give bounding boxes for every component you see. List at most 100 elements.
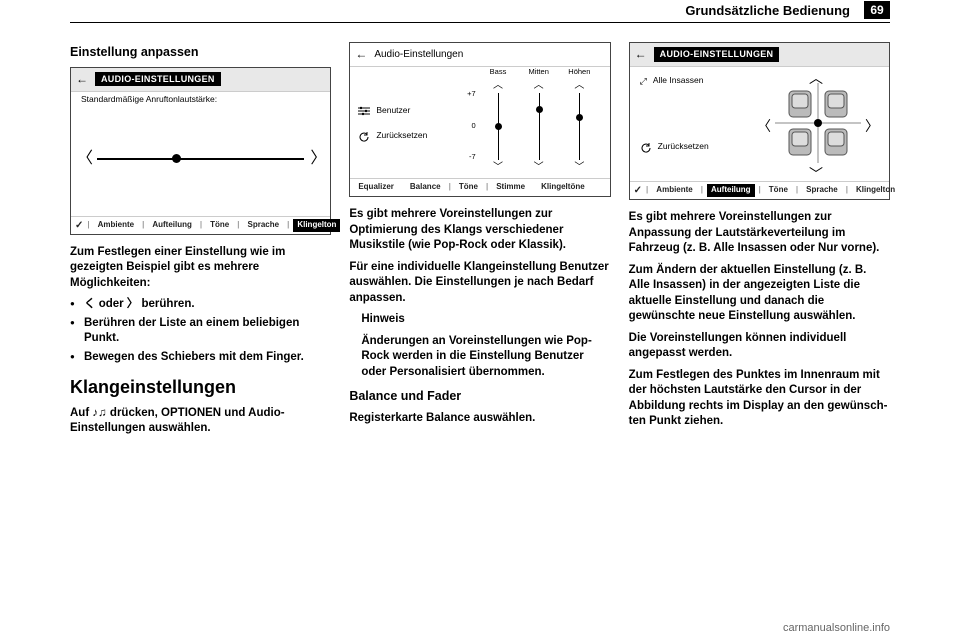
ss3-title: AUDIO-EINSTELLUNGEN [654,47,780,61]
ss2-body: Benutzer Zurücksetzen +7 0 [356,69,603,174]
note-heading: Hinweis [349,312,610,328]
tab-klingelton: Klingelton [293,219,340,232]
eq-grid: +7 0 -7 Bass︿﹀Mitten︿﹀Höhen︿﹀ [460,69,600,174]
heading-sound: Klangeinstellungen [70,375,331,399]
chevron-right-icon: 〉 [865,117,879,136]
check-icon: ✓ [634,184,642,198]
eq-col-label: Bass [478,67,519,77]
ss2-topbar: ← Audio-Einstellungen [350,43,609,67]
chevron-down-icon: ﹀ [559,161,600,175]
tab-equalizer: Equalizer [354,182,398,193]
col2-p2: Für eine individuelle Klangeinstellung B… [349,260,610,307]
back-arrow-icon: ← [75,72,89,86]
tab-aufteilung3: Aufteilung [707,184,755,197]
eq-columns: Bass︿﹀Mitten︿﹀Höhen︿﹀ [478,69,600,174]
eq-axis: +7 0 -7 [460,69,478,174]
ss3-topbar: ← AUDIO-EINSTELLUNGEN [630,43,889,67]
ss2-left-list: Benutzer Zurücksetzen [358,105,427,156]
eq-knob [495,123,502,130]
tab-aufteilung: Aufteilung [148,220,196,231]
preset-all-label: Alle Insassen [653,75,704,86]
ss3-bottombar: ✓ | Ambiente | Aufteilung | Töne | Sprac… [630,181,889,199]
tab-balance: Balance [406,182,445,193]
column-2: ← Audio-Einstellungen Benutzer [349,36,610,602]
reset-icon [640,142,652,152]
preset-user: Benutzer [358,105,427,116]
sliders-icon [358,106,370,116]
col1-list: く oder 〉 berühren. Berühren der Liste an… [70,297,331,365]
preset-user-label: Benutzer [376,105,410,116]
volume-slider: 〈 〉 [77,148,324,170]
chevron-up-icon: ︿ [559,79,600,93]
preset-reset3-label: Zurücksetzen [658,141,709,152]
slider-knob [172,154,181,163]
column-3: ← AUDIO-EINSTELLUNGEN ⤢ Alle Insassen [629,36,890,602]
preset-reset-label: Zurücksetzen [376,130,427,141]
eq-knob [576,114,583,121]
tab-sprache: Sprache [244,220,284,231]
eq-track [579,93,580,160]
col1-p1: Zum Festlegen einer Einstellung wie im g… [70,245,331,292]
column-1: Einstellung anpassen ← AUDIO-EINSTELLUNG… [70,36,331,602]
col2-p1: Es gibt mehrere Voreinstellungen zur Opt… [349,207,610,254]
chevron-up-icon: ︿ [478,79,519,93]
eq-col: Mitten ︿ ﹀ [518,69,559,174]
expand-icon: ⤢ [640,75,647,87]
ss1-title: AUDIO-EINSTELLUNGEN [95,72,221,86]
tab-sprache3: Sprache [802,185,842,196]
tab-klingeltoene: Klingeltöne [537,182,589,193]
reset-icon [358,131,370,141]
col3-p2: Zum Ändern der aktuellen Einstellung (z.… [629,263,890,325]
ss1-body: Standardmäßige Anruftonlautstärke: 〈 〉 [77,94,324,212]
col3-p1: Es gibt mehrere Voreinstellungen zur Anp… [629,210,890,257]
page-number: 69 [864,1,890,19]
slider-track [97,158,304,160]
chevron-left-icon: 〈 [757,117,771,136]
eq-col: Bass ︿ ﹀ [478,69,519,174]
eq-track [539,93,540,160]
col1-li3: Bewegen des Schiebers mit dem Finger. [84,350,331,366]
axis-mid: 0 [471,121,475,131]
eq-knob [536,106,543,113]
chevron-right-icon: 〉 [310,148,324,170]
screenshot-audio-settings-1: ← AUDIO-EINSTELLUNGEN Standardmäßige Anr… [70,67,331,235]
eq-col-label: Mitten [518,67,559,77]
col3-p4: Zum Festlegen des Punktes im Innenraum m… [629,368,890,430]
preset-reset3: Zurücksetzen [640,141,709,152]
tab-toene: Töne [206,220,233,231]
back-arrow-icon: ← [354,48,368,62]
tab-stimme: Stimme [492,182,529,193]
preset-all-passengers: ⤢ Alle Insassen [640,75,709,87]
col1-li1: く oder 〉 berühren. [84,297,331,313]
col3-p3: Die Voreinstellungen können indivi­duell… [629,331,890,362]
ss1-topbar: ← AUDIO-EINSTELLUNGEN [71,68,330,92]
col1-li2: Berühren der Liste an einem beliebigen P… [84,316,331,347]
chevron-down-icon: ﹀ [518,161,559,175]
footer-url: carmanualsonline.info [783,622,890,634]
col1-p2: Auf ♪♫ drücken, OPTIONEN und Audio-Einst… [70,406,331,437]
screenshot-equalizer: ← Audio-Einstellungen Benutzer [349,42,610,197]
axis-bot: -7 [469,152,476,162]
ss3-body: ⤢ Alle Insassen Zurücksetzen ︿ ﹀ 〈 [636,69,883,177]
axis-top: +7 [467,89,476,99]
eq-col-label: Höhen [559,67,600,77]
check-icon: ✓ [75,219,83,233]
columns: Einstellung anpassen ← AUDIO-EINSTELLUNG… [70,36,890,602]
tab-toene2: Töne [455,182,482,193]
chevron-down-icon: ﹀ [478,161,519,175]
back-arrow-icon: ← [634,48,648,62]
ss1-subtitle: Standardmäßige Anruftonlautstärke: [81,94,217,105]
eq-col: Höhen ︿ ﹀ [559,69,600,174]
page-header: Grundsätzliche Bedienung 69 [70,0,890,20]
tab-klingelton3: Klingelton [852,185,899,196]
col2-p3: Registerkarte Balance auswählen. [349,411,610,427]
screenshot-balance: ← AUDIO-EINSTELLUNGEN ⤢ Alle Insassen [629,42,890,200]
preset-reset: Zurücksetzen [358,130,427,141]
seats-diagram [775,83,861,163]
ss2-title: Audio-Einstellungen [374,48,463,62]
chevron-left-icon: 〈 [77,148,91,170]
ss1-bottombar: ✓ | Ambiente | Aufteilung | Töne | Sprac… [71,216,330,234]
chevron-up-icon: ︿ [518,79,559,93]
tab-ambiente: Ambiente [94,220,138,231]
heading-balance-fader: Balance und Fader [349,388,610,405]
